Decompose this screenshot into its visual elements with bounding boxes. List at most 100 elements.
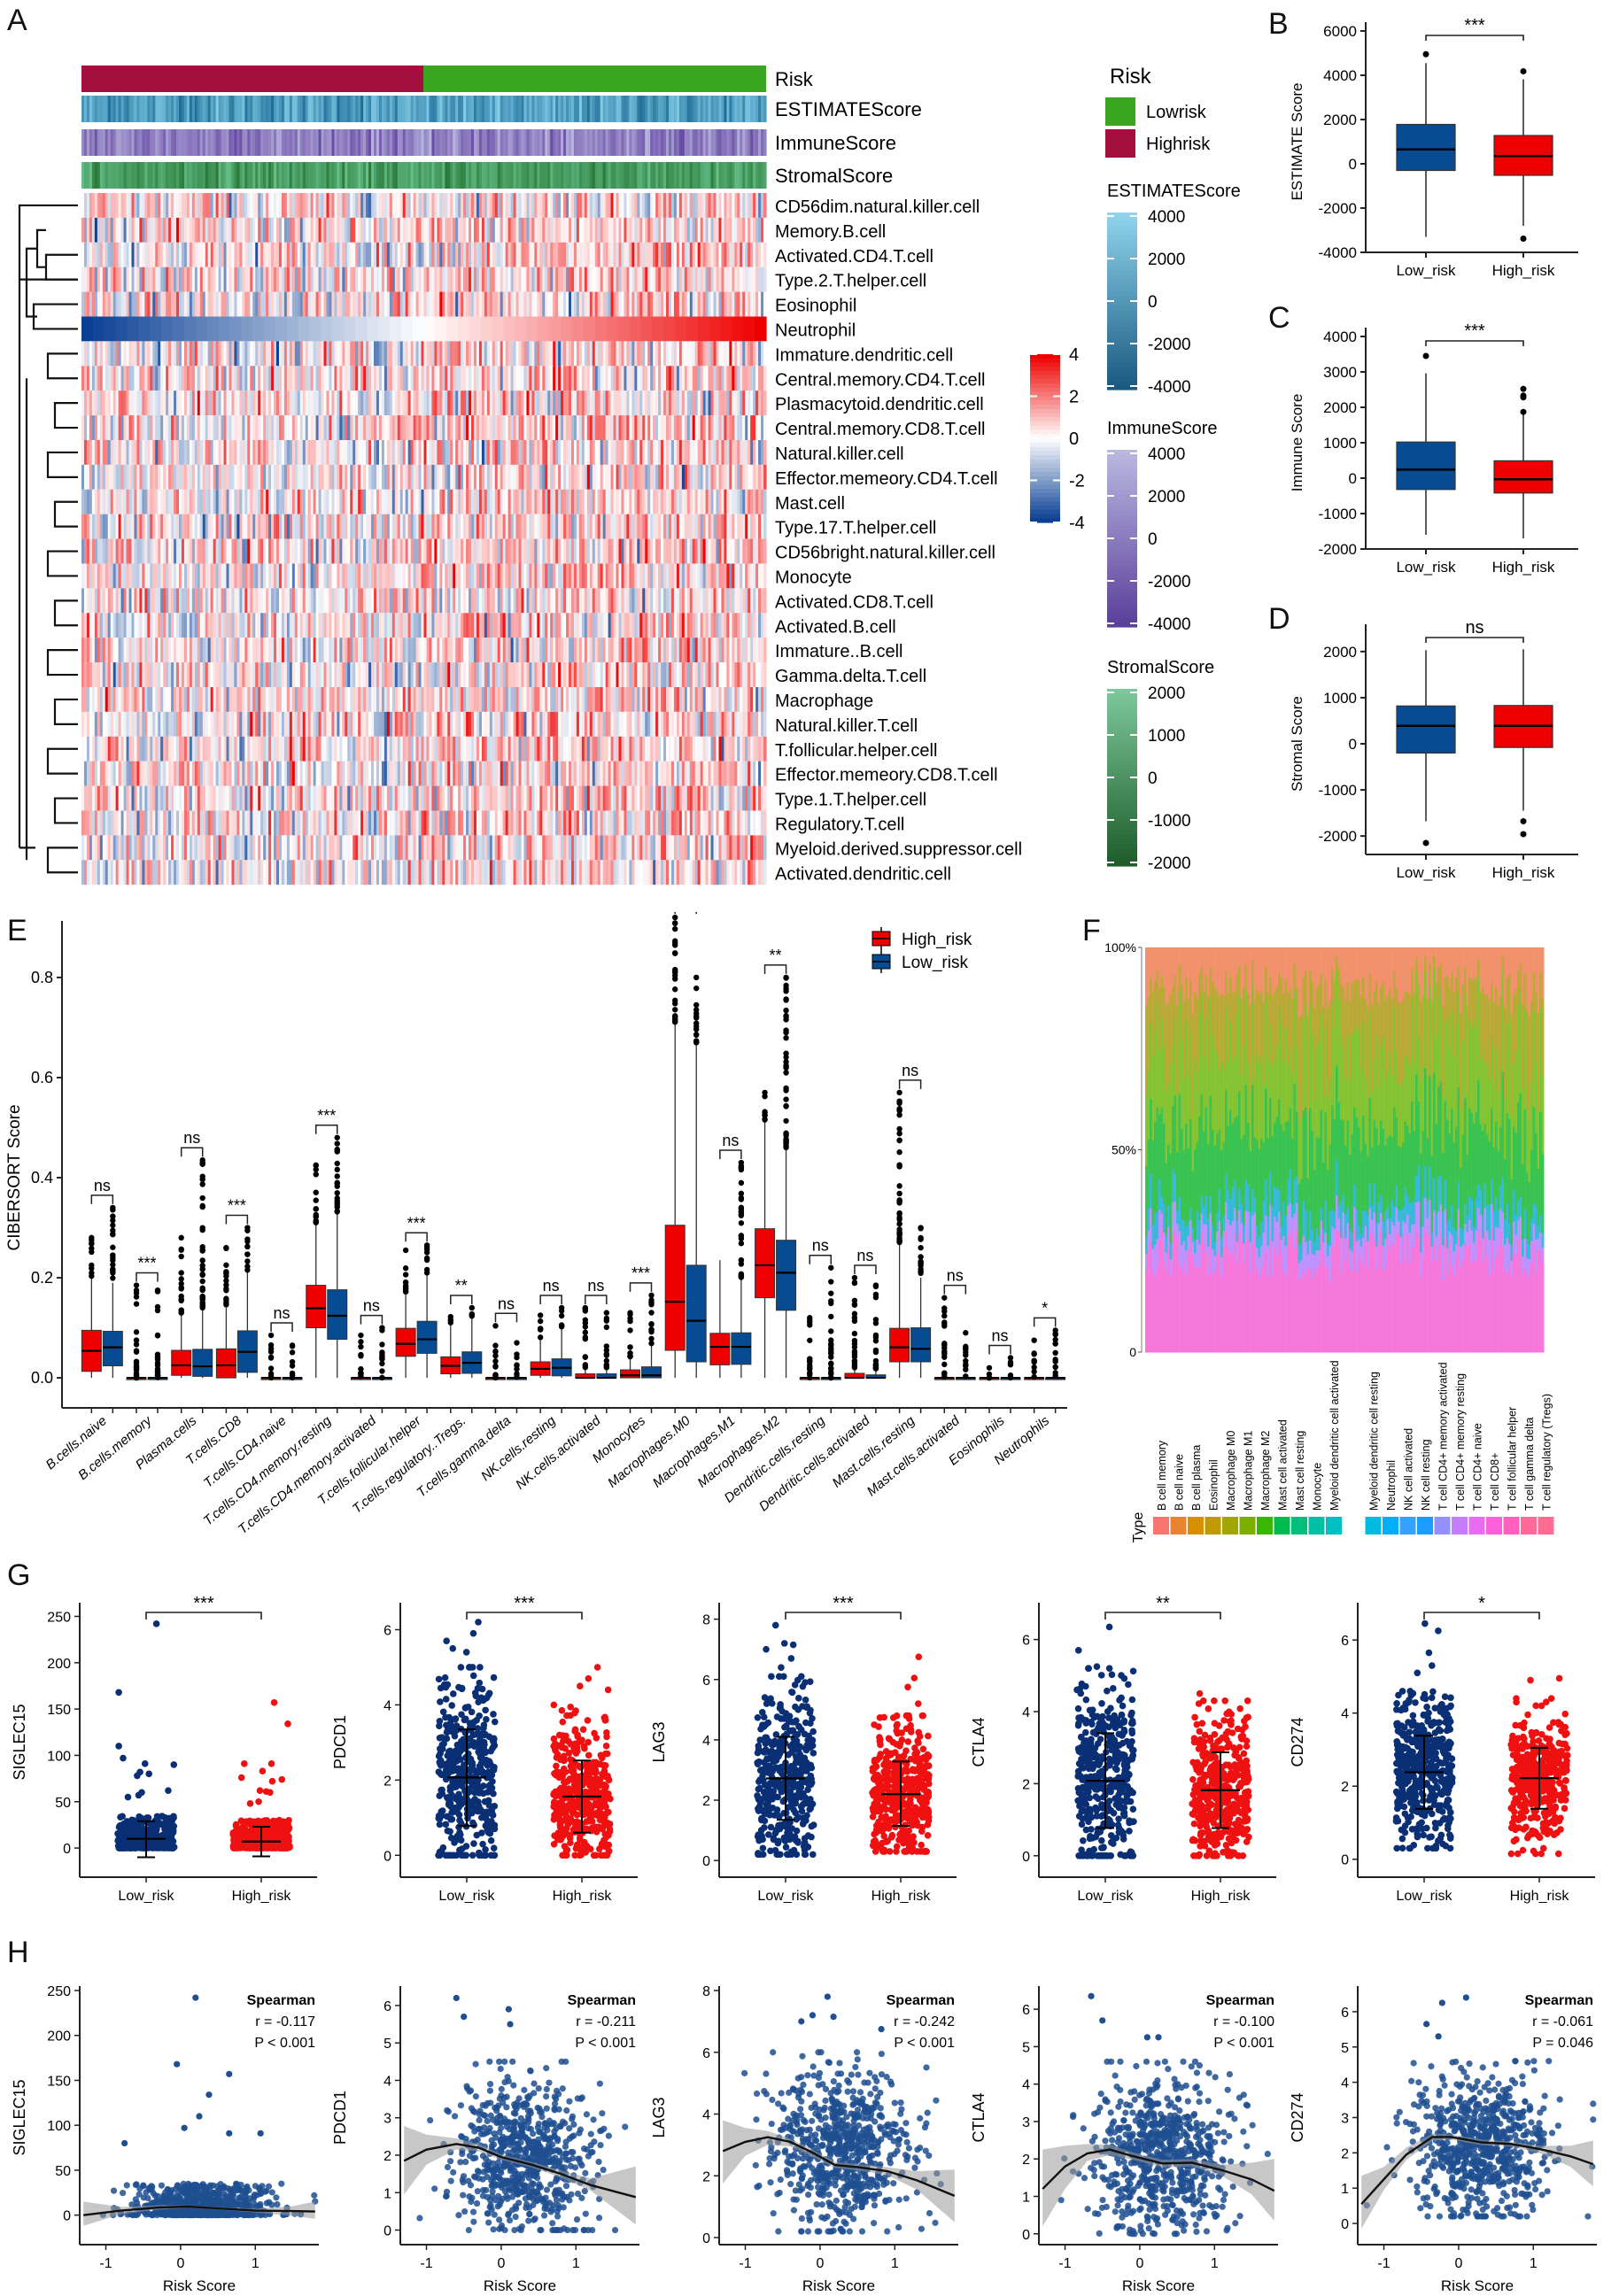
heatmap-cell: [539, 217, 543, 243]
heatmap-cell: [445, 242, 448, 267]
heatmap-cell: [581, 563, 585, 589]
anno-cell: [260, 129, 264, 156]
heatmap-cell: [81, 193, 85, 218]
heatmap-cell: [626, 514, 630, 539]
heatmap-cell: [586, 489, 591, 514]
heatmap-cell: [299, 514, 304, 539]
heatmap-cell: [360, 588, 364, 614]
heatmap-cell: [745, 440, 748, 465]
heatmap-cell: [255, 588, 259, 614]
anno-cell: [726, 162, 730, 189]
heatmap-cell: [545, 217, 548, 243]
anno-cell: [655, 129, 659, 156]
heatmap-cell: [566, 267, 569, 292]
anno-cell: [210, 129, 214, 156]
heatmap-cell: [345, 242, 348, 267]
heatmap-cell: [748, 267, 751, 292]
heatmap-cell: [299, 588, 304, 614]
heatmap-cell: [155, 390, 159, 416]
heatmap-cell: [260, 588, 264, 614]
heatmap-cell: [489, 464, 493, 490]
heatmap-cell: [321, 563, 325, 589]
anno-cell: [313, 96, 317, 122]
heatmap-cell: [729, 341, 732, 367]
anno-cell: [405, 129, 409, 156]
anno-cell: [558, 162, 562, 189]
heatmap-cell: [297, 514, 301, 539]
heatmap-cell: [492, 489, 496, 514]
anno-cell: [250, 129, 253, 156]
heatmap-cell: [423, 341, 428, 367]
heatmap-cell: [194, 563, 198, 589]
heatmap-cell: [378, 588, 383, 614]
heatmap-cell: [332, 316, 345, 342]
heatmap-cell: [371, 489, 375, 514]
heatmap-cell: [569, 366, 572, 391]
heatmap-cell: [463, 415, 467, 440]
heatmap-cell: [471, 415, 475, 440]
heatmap-cell: [426, 390, 430, 416]
heatmap-cell: [748, 440, 751, 465]
anno-cell: [323, 129, 328, 156]
anno-cell: [278, 96, 283, 122]
heatmap-cell: [745, 464, 748, 490]
heatmap-cell: [663, 390, 667, 416]
heatmap-cell: [713, 193, 717, 218]
heatmap-cell: [431, 217, 435, 243]
heatmap-cell: [513, 538, 517, 564]
heatmap-cell: [94, 489, 98, 514]
anno-cell: [352, 162, 356, 189]
heatmap-cell: [434, 193, 438, 218]
heatmap-cell: [726, 489, 730, 514]
heatmap-cell: [302, 390, 306, 416]
anno-cell: [476, 96, 480, 122]
heatmap-cell: [302, 267, 306, 292]
heatmap-cell: [271, 217, 275, 243]
heatmap-cell: [502, 193, 507, 218]
heatmap-cell: [231, 464, 236, 490]
heatmap-cell: [666, 267, 670, 292]
anno-cell: [250, 162, 253, 189]
heatmap-cell: [600, 489, 604, 514]
heatmap-cell: [366, 242, 369, 267]
heatmap-cell: [689, 193, 693, 218]
heatmap-cell: [189, 267, 193, 292]
heatmap-cell: [176, 291, 180, 317]
heatmap-cell: [763, 242, 767, 267]
heatmap-cell: [405, 390, 409, 416]
heatmap-cell: [694, 341, 699, 367]
anno-cell: [218, 162, 222, 189]
anno-cell: [484, 96, 488, 122]
heatmap-cell: [700, 440, 704, 465]
heatmap-cell: [386, 489, 391, 514]
heatmap-cell: [550, 291, 554, 317]
anno-cell: [389, 129, 393, 156]
anno-cell: [297, 162, 301, 189]
heatmap-cell: [186, 464, 190, 490]
anno-cell: [378, 162, 383, 189]
heatmap-cell: [405, 242, 409, 267]
heatmap-cell: [174, 588, 177, 614]
heatmap-cell: [134, 415, 138, 440]
heatmap-cell: [494, 588, 499, 614]
heatmap-cell: [297, 390, 301, 416]
heatmap-cell: [366, 341, 369, 367]
heatmap-cell: [99, 267, 104, 292]
heatmap-cell: [407, 390, 412, 416]
heatmap-cell: [684, 242, 688, 267]
heatmap-cell: [435, 316, 447, 342]
heatmap-cell: [186, 267, 190, 292]
heatmap-cell: [673, 267, 678, 292]
heatmap-cell: [666, 366, 670, 391]
heatmap-cell: [86, 415, 90, 440]
anno-cell: [315, 129, 320, 156]
anno-cell: [670, 129, 675, 156]
heatmap-cell: [639, 440, 643, 465]
anno-cell: [600, 129, 604, 156]
heatmap-cell: [668, 538, 672, 564]
heatmap-cell: [191, 489, 196, 514]
heatmap-cell: [415, 366, 420, 391]
anno-cell: [81, 129, 85, 156]
heatmap-cell: [194, 464, 198, 490]
heatmap-cell: [642, 415, 646, 440]
